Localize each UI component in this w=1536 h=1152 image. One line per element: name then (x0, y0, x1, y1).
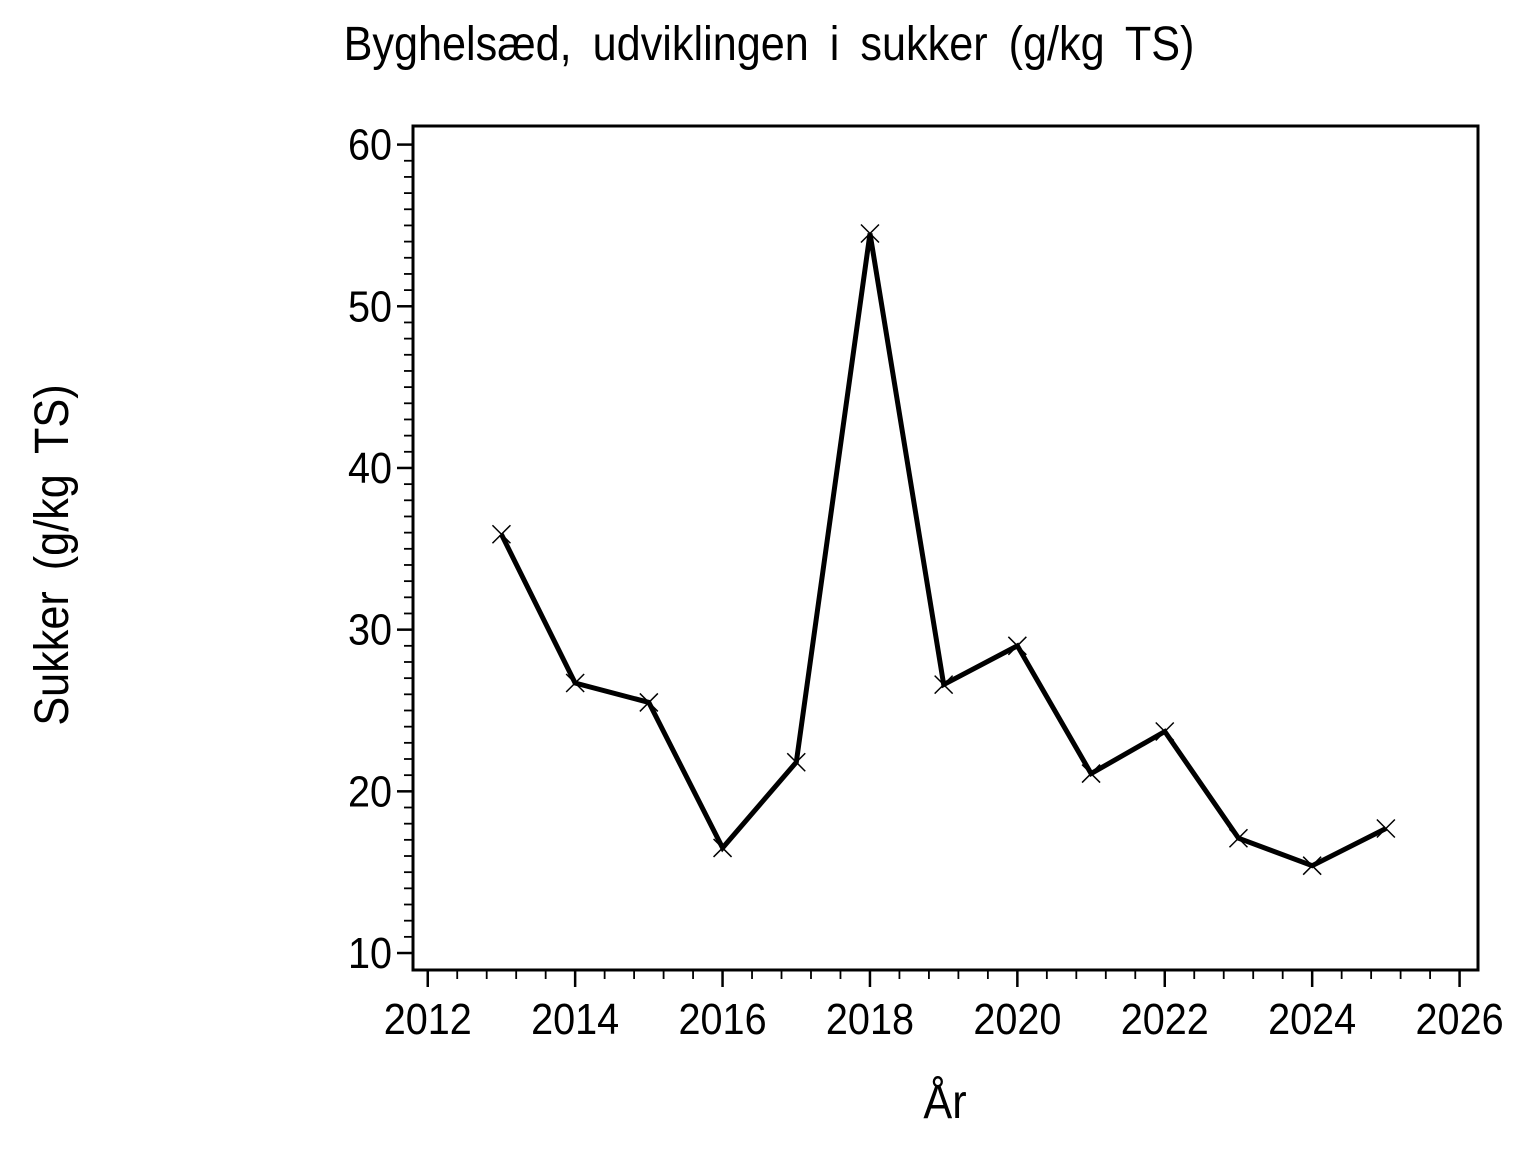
marker-stroke (1376, 818, 1396, 839)
marker-stroke (713, 838, 733, 858)
x-tick-label-2016: 2016 (679, 994, 767, 1043)
marker-stroke (491, 524, 511, 544)
y-tick-label-50: 50 (348, 281, 392, 330)
chart-title: Byghelsæd, udviklingen i sukker (g/kg TS… (344, 17, 1195, 71)
marker-stroke (639, 692, 659, 712)
x-tick-label-2020: 2020 (973, 994, 1061, 1043)
marker-stroke (934, 675, 954, 695)
marker-stroke (1081, 764, 1101, 784)
data-point-marker-2018 (860, 223, 880, 244)
plot-frame (411, 124, 1480, 972)
data-point-marker-2025 (1376, 818, 1396, 839)
data-point-marker-2015 (639, 692, 659, 712)
data-point-markers (491, 223, 1396, 876)
data-series-sukker (499, 233, 1388, 869)
x-axis-ticks (426, 970, 1461, 987)
data-point-marker-2013 (491, 524, 511, 544)
data-point-marker-2021 (1081, 764, 1101, 784)
marker-stroke (1228, 828, 1248, 848)
x-axis-label: År (923, 1075, 966, 1129)
sukker-line (499, 233, 1388, 869)
marker-stroke (860, 223, 880, 244)
y-tick-label-40: 40 (348, 443, 392, 492)
marker-stroke (786, 752, 806, 772)
data-point-marker-2020 (1007, 636, 1027, 656)
y-tick-label-30: 30 (348, 605, 392, 654)
data-point-marker-2019 (934, 675, 954, 695)
x-axis-tick-labels: 2012 2014 2016 2018 2020 2022 2024 2026 (384, 994, 1504, 1043)
y-tick-label-10: 10 (348, 928, 392, 977)
x-tick-label-2012: 2012 (384, 994, 472, 1043)
marker-stroke (1155, 721, 1175, 742)
data-point-marker-2023 (1228, 828, 1248, 848)
marker-stroke (1007, 636, 1027, 656)
marker-stroke (565, 673, 585, 693)
data-point-marker-2017 (786, 752, 806, 772)
x-tick-label-2026: 2026 (1416, 994, 1504, 1043)
y-axis-label: Sukker (g/kg TS) (25, 384, 79, 725)
marker-stroke (1302, 856, 1322, 876)
data-point-marker-2022 (1155, 721, 1175, 742)
y-axis-ticks (397, 143, 413, 955)
data-point-marker-2024 (1302, 856, 1322, 876)
x-tick-label-2022: 2022 (1121, 994, 1209, 1043)
y-axis-tick-labels: 10 20 30 40 50 60 (348, 120, 392, 978)
x-tick-label-2024: 2024 (1268, 994, 1356, 1043)
y-tick-label-60: 60 (348, 120, 392, 169)
data-point-marker-2014 (565, 673, 585, 693)
y-tick-label-20: 20 (348, 766, 392, 815)
x-tick-label-2014: 2014 (531, 994, 619, 1043)
x-tick-label-2018: 2018 (826, 994, 914, 1043)
data-point-marker-2016 (713, 838, 733, 858)
